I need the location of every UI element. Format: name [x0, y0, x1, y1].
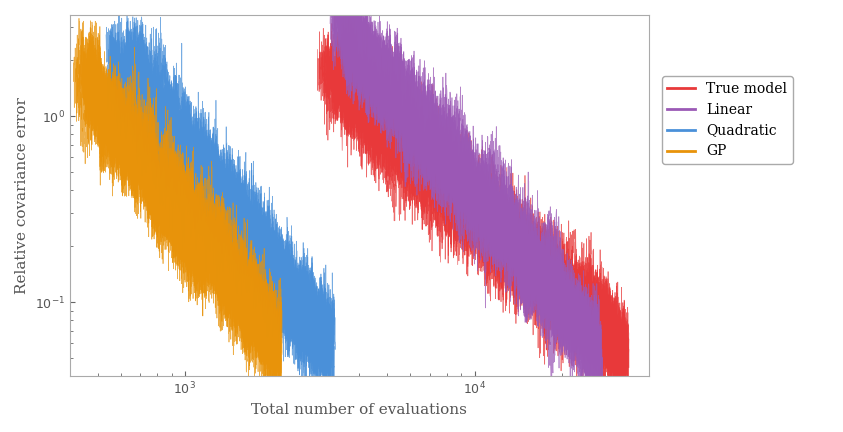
Quadratic	[139, 70, 149, 75]
Quadratic	[234, 275, 244, 280]
Legend: True model, Linear, Quadratic, GP: True model, Linear, Quadratic, GP	[662, 76, 793, 164]
True model	[362, 98, 373, 103]
Quadratic	[319, 383, 329, 388]
GP	[93, 95, 103, 100]
GP	[78, 89, 88, 94]
Quadratic	[123, 27, 133, 32]
GP	[161, 219, 171, 224]
Linear	[598, 403, 608, 408]
True model	[342, 32, 352, 37]
Quadratic	[212, 195, 223, 200]
Linear	[459, 155, 470, 160]
Y-axis label: Relative covariance error: Relative covariance error	[15, 97, 29, 294]
GP	[101, 134, 111, 140]
Quadratic	[208, 209, 218, 214]
Linear	[454, 171, 464, 176]
True model	[463, 209, 473, 214]
GP	[275, 346, 285, 352]
Quadratic	[204, 207, 214, 212]
True model	[613, 366, 623, 371]
Quadratic	[131, 101, 141, 106]
True model	[351, 82, 361, 87]
Linear	[368, 51, 379, 56]
True model	[452, 164, 462, 169]
Linear	[349, 55, 359, 60]
Line: True model: True model	[332, 35, 626, 368]
True model	[458, 176, 468, 181]
X-axis label: Total number of evaluations: Total number of evaluations	[251, 403, 467, 417]
True model	[620, 339, 631, 344]
GP	[81, 35, 91, 40]
Linear	[379, 65, 389, 70]
Line: GP: GP	[83, 37, 280, 399]
Quadratic	[325, 355, 336, 360]
Line: Quadratic: Quadratic	[119, 30, 330, 386]
GP	[270, 397, 280, 402]
Linear	[491, 225, 501, 230]
True model	[494, 233, 504, 238]
Line: Linear: Linear	[354, 0, 603, 406]
GP	[165, 237, 175, 242]
GP	[169, 198, 179, 203]
Linear	[464, 157, 475, 162]
True model	[327, 115, 337, 120]
Quadratic	[114, 94, 124, 99]
GP	[190, 225, 200, 230]
